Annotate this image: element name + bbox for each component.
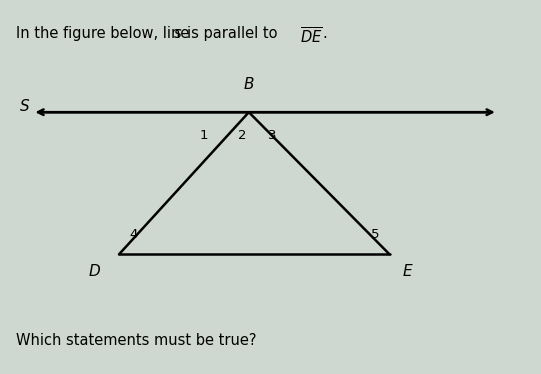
Text: In the figure below, line: In the figure below, line xyxy=(16,26,189,41)
Text: D: D xyxy=(88,264,100,279)
Text: Which statements must be true?: Which statements must be true? xyxy=(16,333,257,348)
Text: is parallel to: is parallel to xyxy=(187,26,277,41)
Text: $\overline{DE}$: $\overline{DE}$ xyxy=(300,26,323,46)
Text: 4: 4 xyxy=(130,228,138,241)
Text: s: s xyxy=(174,26,182,41)
Text: .: . xyxy=(322,26,327,41)
Text: 2: 2 xyxy=(238,129,247,142)
Text: 5: 5 xyxy=(371,228,379,241)
Text: 1: 1 xyxy=(200,129,208,142)
Text: B: B xyxy=(243,77,254,92)
Text: 3: 3 xyxy=(268,129,276,142)
Text: E: E xyxy=(403,264,413,279)
Text: S: S xyxy=(20,99,30,114)
